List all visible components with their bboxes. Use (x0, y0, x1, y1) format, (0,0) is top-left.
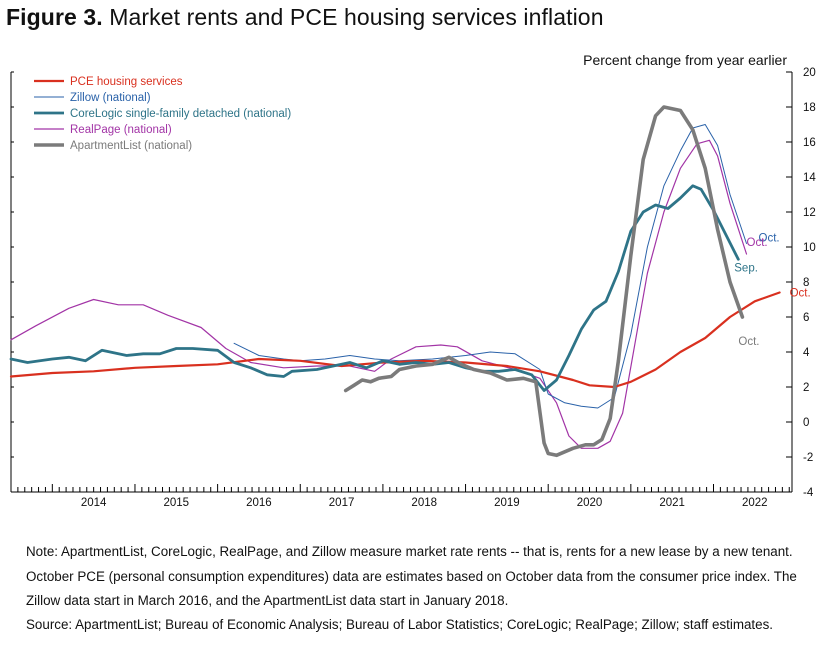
y-tick-label: 16 (803, 137, 816, 149)
series-line-4 (343, 105, 745, 458)
x-tick-label: 2022 (742, 497, 768, 509)
x-tick-label: 2020 (577, 497, 603, 509)
chart-note: Note: ApartmentList, CoreLogic, RealPage… (26, 544, 797, 608)
x-tick-label: 2018 (411, 497, 437, 509)
figure-title: Figure 3. Market rents and PCE housing s… (6, 4, 604, 30)
y-tick-label: 12 (803, 207, 816, 219)
y-tick-label: 4 (803, 347, 810, 359)
y-tick-label: 6 (803, 312, 809, 324)
end-label: Oct. (759, 233, 780, 245)
series-line-1 (233, 124, 747, 409)
y-tick-label: 2 (803, 382, 809, 394)
x-tick-label: 2021 (659, 497, 685, 509)
legend-label: PCE housing services (70, 76, 183, 88)
x-tick-label: 2014 (81, 497, 107, 509)
legend-label: CoreLogic single-family detached (nation… (70, 108, 291, 120)
line-chart: -4 -2 0 2 4 6 8 10 12 14 16 18 20 2014 2015 2016 2017 201… (9, 52, 816, 509)
end-label: Oct. (738, 336, 759, 348)
y-tick-label: -4 (803, 487, 814, 499)
y-tick-label: -2 (803, 452, 813, 464)
series-line-3 (10, 139, 748, 449)
y-tick-label: 0 (803, 417, 809, 429)
y-tick-label: 20 (803, 67, 816, 79)
y-tick-label: 8 (803, 277, 809, 289)
y-tick-label: 18 (803, 102, 816, 114)
x-tick-label: 2017 (329, 497, 355, 509)
notes-block: Note: ApartmentList, CoreLogic, RealPage… (26, 540, 826, 633)
end-label: Oct. (790, 288, 811, 300)
end-labels: Oct.Oct.Sep.Oct.Oct. (734, 233, 810, 349)
end-label: Oct. (747, 237, 768, 249)
series-lines (9, 105, 781, 458)
y-axis-label: Percent change from year earlier (583, 52, 787, 68)
y-tick-label: 10 (803, 242, 816, 254)
legend: PCE housing services Zillow (national) Cor… (34, 76, 291, 152)
figure-number: Figure 3 (6, 4, 97, 30)
chart-source: Source: ApartmentList; Bureau of Economi… (26, 616, 774, 632)
series-line-2 (9, 184, 740, 392)
y-tick-label: 14 (803, 172, 816, 184)
legend-label: Zillow (national) (70, 92, 151, 104)
legend-label: ApartmentList (national) (70, 140, 192, 152)
x-tick-label: 2016 (246, 497, 272, 509)
series-line-0 (9, 291, 781, 389)
axes: -4 -2 0 2 4 6 8 10 12 14 16 18 20 2014 2015 2016 2017 201… (10, 67, 816, 509)
end-label: Sep. (734, 262, 758, 274)
legend-label: RealPage (national) (70, 124, 172, 136)
figure-title-text: Market rents and PCE housing services in… (102, 4, 604, 30)
x-tick-label: 2015 (163, 497, 189, 509)
x-tick-label: 2019 (494, 497, 520, 509)
